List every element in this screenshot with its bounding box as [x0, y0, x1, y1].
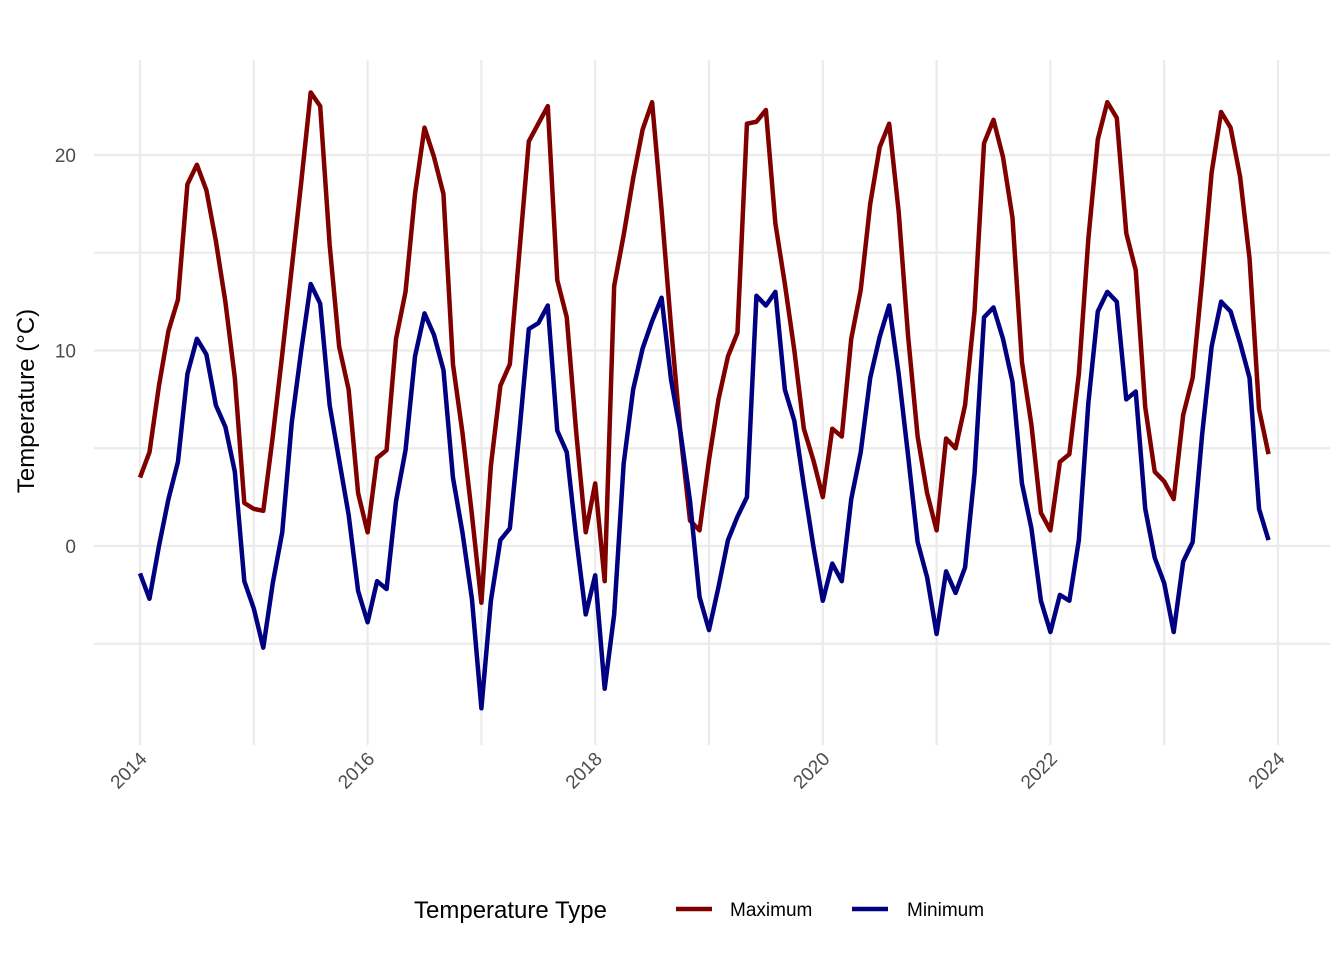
series-line-maximum — [137, 90, 1271, 605]
y-axis-title: Temperature (°C) — [13, 309, 40, 493]
x-tick-label: 2022 — [1017, 749, 1062, 794]
x-tick-label: 2016 — [334, 749, 379, 794]
x-tick-label: 2018 — [562, 749, 607, 794]
legend-items: Maximum Minimum — [676, 900, 984, 921]
legend: Temperature Type Maximum Minimum — [414, 897, 984, 924]
x-tick-label: 2024 — [1245, 748, 1290, 793]
series-line-minimum — [137, 281, 1271, 711]
x-tick-label: 2020 — [790, 749, 835, 794]
y-tick-label: 20 — [55, 146, 76, 167]
legend-label-minimum: Minimum — [907, 900, 984, 921]
x-tick-label: 2014 — [107, 748, 152, 793]
y-tick-label: 10 — [55, 342, 76, 363]
legend-title: Temperature Type — [414, 897, 607, 924]
x-axis-ticks: 2014 2016 2018 2020 2022 2024 — [107, 748, 1290, 793]
gridlines — [94, 60, 1330, 745]
y-tick-label: 0 — [65, 537, 76, 558]
series-lines — [137, 90, 1271, 711]
legend-label-maximum: Maximum — [730, 900, 812, 921]
y-axis-ticks: 0 10 20 — [55, 146, 76, 558]
